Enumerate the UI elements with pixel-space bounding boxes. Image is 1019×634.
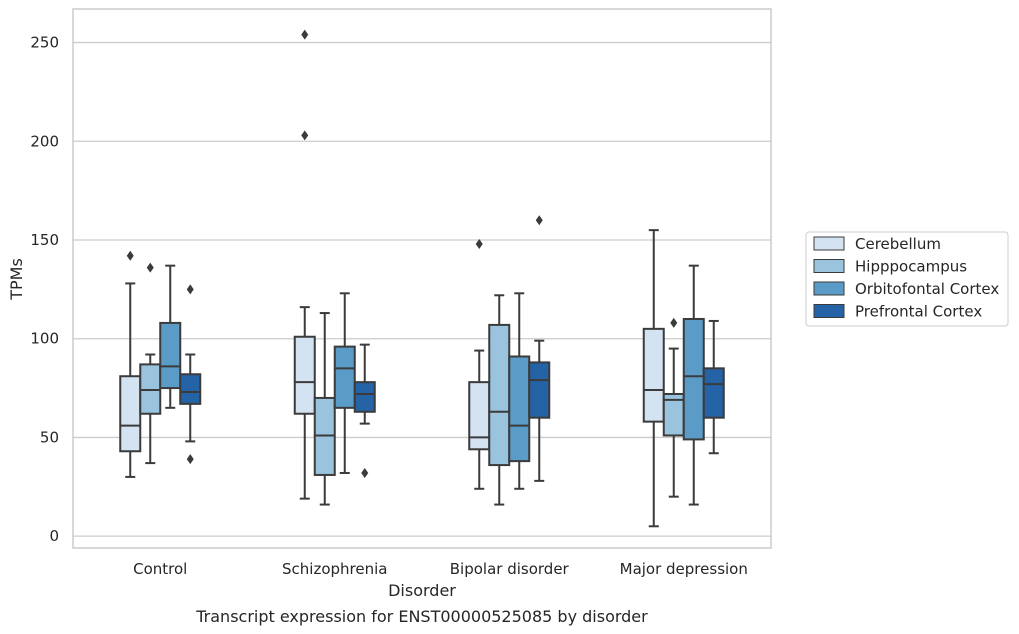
box-iqr — [528, 361, 551, 419]
outlier-point — [186, 454, 194, 465]
outlier-point — [475, 238, 483, 249]
y-tick-label: 250 — [30, 34, 59, 52]
y-tick-label: 150 — [30, 231, 59, 249]
legend: Cerebellum Hipppocampus Orbitofontal Corte… — [805, 231, 1009, 327]
box-hipppocampus-2 — [488, 294, 511, 506]
x-tick-labels: Control Schizophrenia Bipolar disorder Majo… — [133, 560, 748, 578]
legend-swatch — [813, 304, 845, 318]
box-iqr — [293, 335, 316, 415]
box-iqr — [159, 321, 182, 390]
box-iqr — [179, 373, 202, 405]
legend-label: Orbitofontal Cortex — [855, 280, 999, 298]
y-axis-label: TPMs — [7, 258, 26, 301]
box-iqr — [702, 367, 725, 419]
outlier-point — [301, 130, 309, 141]
legend-label: Cerebellum — [855, 235, 941, 253]
box-iqr — [353, 381, 376, 413]
box-iqr — [488, 323, 511, 467]
box-orbitofontal-cortex-0 — [159, 264, 182, 409]
legend-swatch — [813, 259, 845, 273]
outlier-point — [301, 29, 309, 40]
outlier-point — [670, 317, 678, 328]
box-prefrontal-cortex-3 — [702, 319, 725, 455]
box-iqr — [508, 355, 531, 463]
box-hipppocampus-1 — [313, 312, 336, 506]
x-tick-label: Schizophrenia — [282, 560, 387, 578]
outlier-point — [535, 215, 543, 226]
legend-swatch — [813, 236, 845, 251]
y-tick-label: 0 — [49, 527, 59, 545]
legend-frame — [805, 231, 1009, 327]
box-cerebellum-3 — [642, 229, 665, 528]
box-cerebellum-1 — [293, 29, 316, 500]
box-iqr — [642, 327, 665, 423]
legend-label: Prefrontal Cortex — [855, 303, 982, 321]
box-prefrontal-cortex-0 — [179, 284, 202, 465]
outlier-point — [146, 262, 154, 273]
box-prefrontal-cortex-2 — [528, 215, 551, 482]
x-tick-label: Control — [133, 560, 187, 578]
outlier-point — [361, 467, 369, 478]
box-iqr — [119, 375, 142, 453]
x-tick-label: Major depression — [620, 560, 748, 578]
y-tick-label: 200 — [30, 132, 59, 150]
y-tick-label: 50 — [40, 428, 59, 446]
box-cerebellum-2 — [468, 238, 491, 490]
y-tick-label: 100 — [30, 330, 59, 348]
box-orbitofontal-cortex-1 — [333, 292, 356, 474]
box-orbitofontal-cortex-3 — [682, 264, 705, 506]
box-prefrontal-cortex-1 — [353, 343, 376, 478]
legend-label: Hipppocampus — [855, 258, 967, 276]
box-cerebellum-0 — [119, 250, 142, 478]
box-iqr — [468, 381, 491, 451]
plot-area — [72, 8, 772, 549]
box-hipppocampus-3 — [662, 317, 685, 498]
outlier-point — [186, 284, 194, 295]
box-hipppocampus-0 — [139, 262, 162, 465]
x-tick-label: Bipolar disorder — [450, 560, 570, 578]
box-iqr — [682, 317, 705, 441]
y-tick-labels: 0 50 100 150 200 250 — [30, 34, 59, 546]
outlier-point — [126, 250, 134, 261]
x-axis-label: Disorder — [388, 581, 456, 600]
legend-swatch — [813, 281, 845, 296]
box-groups — [119, 29, 725, 528]
box-iqr — [333, 345, 356, 409]
chart-caption: Transcript expression for ENST0000052508… — [195, 607, 648, 626]
